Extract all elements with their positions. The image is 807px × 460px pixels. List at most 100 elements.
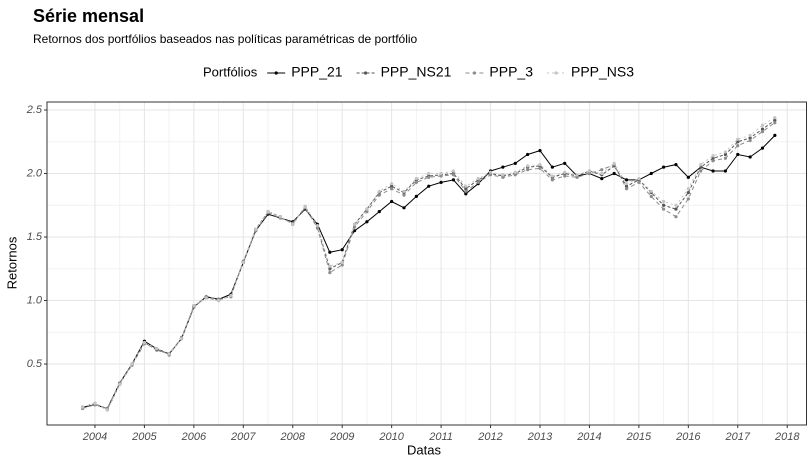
data-point <box>501 165 505 169</box>
data-point <box>748 138 752 143</box>
x-tick-label: 2009 <box>329 431 354 443</box>
x-tick-label: 2008 <box>280 431 306 443</box>
data-point <box>736 137 740 141</box>
data-point <box>414 194 418 198</box>
data-point <box>773 121 777 125</box>
data-point <box>575 173 579 177</box>
x-tick-label: 2005 <box>131 431 157 443</box>
legend-key-point <box>274 71 278 75</box>
data-point <box>711 169 715 173</box>
data-point <box>390 199 394 204</box>
data-point <box>105 408 109 412</box>
data-point <box>130 362 134 366</box>
data-point <box>550 178 554 182</box>
data-point <box>686 197 690 201</box>
data-point <box>427 171 431 176</box>
data-point <box>526 168 530 172</box>
y-tick-label: 2.0 <box>26 167 43 179</box>
x-tick-label: 2006 <box>181 431 207 443</box>
data-point <box>600 168 604 172</box>
data-point <box>624 187 629 191</box>
data-point <box>118 382 122 386</box>
series-line <box>82 117 776 411</box>
data-point <box>662 207 666 211</box>
data-point <box>723 169 728 173</box>
data-point <box>439 180 443 185</box>
x-tick-label: 2016 <box>675 431 701 443</box>
legend: Portfólios PPP_21 PPP_NS21 PPP_3 PPP_NS3 <box>203 64 634 80</box>
data-point <box>649 189 653 193</box>
data-point <box>760 127 765 131</box>
data-point <box>390 187 394 191</box>
data-point <box>451 169 456 173</box>
data-point <box>699 163 703 167</box>
data-point <box>204 296 208 300</box>
data-point <box>600 176 604 181</box>
y-axis-title: Retornos <box>4 236 19 289</box>
data-point <box>365 207 369 211</box>
data-point <box>315 223 320 228</box>
legend-label: PPP_NS21 <box>381 64 452 80</box>
data-point <box>624 184 629 188</box>
data-point <box>649 171 653 176</box>
data-point <box>464 184 468 188</box>
data-point <box>328 264 332 268</box>
data-point <box>402 189 406 193</box>
data-point <box>365 220 369 224</box>
data-point <box>748 133 752 138</box>
data-point <box>451 178 456 182</box>
data-point <box>352 225 357 229</box>
data-point <box>699 169 703 173</box>
data-point <box>563 161 567 165</box>
legend-title: Portfólios <box>203 64 258 79</box>
data-point <box>526 164 530 168</box>
data-point <box>352 222 357 226</box>
data-point <box>538 163 542 167</box>
data-point <box>612 171 616 176</box>
data-point <box>624 178 629 182</box>
plot-border <box>46 101 807 426</box>
legend-key-point <box>363 71 368 75</box>
data-point <box>587 169 592 173</box>
data-point <box>377 210 381 214</box>
data-point <box>427 184 431 188</box>
data-point <box>649 194 653 198</box>
data-point <box>93 401 97 406</box>
data-point <box>686 187 690 191</box>
x-tick-label: 2015 <box>626 431 652 443</box>
data-point <box>328 250 332 254</box>
chart-title: Série mensal <box>33 6 144 26</box>
series-line <box>82 119 776 411</box>
data-point <box>624 182 629 186</box>
y-tick-label: 1.0 <box>27 294 43 306</box>
data-point <box>414 176 418 181</box>
data-point <box>192 304 196 308</box>
data-point <box>563 170 567 174</box>
data-point <box>662 199 666 204</box>
data-point <box>760 123 765 127</box>
data-point <box>723 152 728 157</box>
data-point <box>488 173 493 177</box>
data-point <box>773 118 777 122</box>
data-point <box>278 215 282 219</box>
data-point <box>723 150 728 154</box>
x-tick-label: 2014 <box>576 431 601 443</box>
data-point <box>760 129 765 134</box>
data-point <box>686 175 690 179</box>
data-point <box>773 116 777 120</box>
data-point <box>340 248 344 252</box>
data-point <box>550 165 554 169</box>
x-tick-label: 2013 <box>527 431 553 443</box>
data-point <box>513 173 517 177</box>
data-point <box>365 210 369 214</box>
data-point <box>686 190 690 195</box>
data-point <box>748 136 752 140</box>
x-tick-label: 2012 <box>477 431 502 443</box>
data-point <box>340 263 344 267</box>
data-point <box>674 215 678 219</box>
data-point <box>711 154 715 158</box>
data-point <box>266 210 270 214</box>
x-tick-label: 2011 <box>428 431 453 443</box>
x-axis-title: Datas <box>407 442 441 457</box>
